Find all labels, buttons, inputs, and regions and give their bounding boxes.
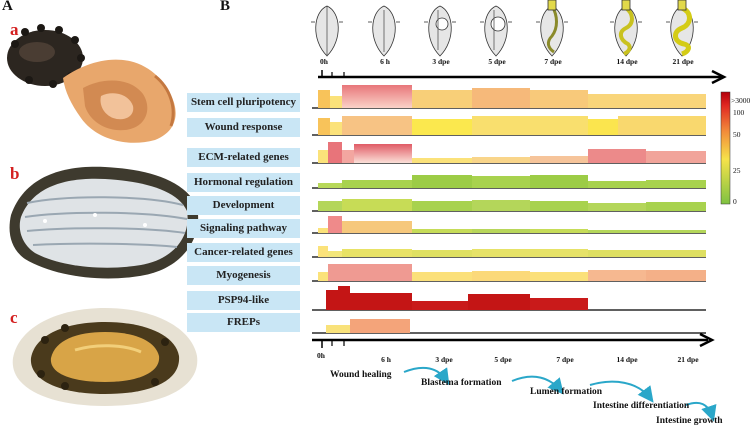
panel-label-a: A	[2, 0, 13, 14]
top-tick-21dpe: 21 dpe	[672, 57, 694, 66]
bars-stem-cell	[318, 85, 706, 108]
top-tick-5dpe: 5 dpe	[488, 57, 506, 66]
top-tick-3dpe: 3 dpe	[432, 57, 450, 66]
photo-label-c: c	[10, 308, 18, 327]
category-stem-cell-pluripotency: Stem cell pluripotency	[187, 93, 300, 112]
category-signaling-pathway: Signaling pathway	[187, 219, 300, 238]
sea-cucumber-photo-b	[9, 166, 199, 279]
photo-label-b: b	[10, 164, 20, 183]
panel-label-b: B	[220, 0, 231, 14]
bottom-tick-7dpe: 7 dpe	[556, 355, 574, 364]
bottom-timeline-axis	[312, 332, 715, 348]
bars-cancer	[318, 246, 706, 257]
bottom-tick-3dpe: 3 dpe	[435, 355, 453, 364]
legend-tick-50: 50	[733, 130, 741, 139]
bottom-tick-5dpe: 5 dpe	[494, 355, 512, 364]
stage-intestine-growth: Intestine growth	[656, 416, 723, 426]
bars-signaling	[318, 216, 706, 233]
stage-wound-healing: Wound healing	[330, 370, 392, 380]
category-myogenesis: Myogenesis	[187, 266, 300, 285]
top-tick-6h: 6 h	[380, 57, 390, 66]
stage-illustrations	[311, 0, 698, 57]
stage-lumen-formation: Lumen formation	[530, 387, 603, 397]
stage-blastema-formation: Blastema formation	[421, 378, 502, 388]
top-tick-14dpe: 14 dpe	[616, 57, 638, 66]
category-wound-response: Wound response	[187, 118, 300, 137]
legend-tick-max: >3000	[731, 96, 750, 105]
category-ecm-related-genes: ECM-related genes	[187, 148, 300, 167]
bars-myogenesis	[318, 264, 706, 281]
top-timeline-axis	[318, 69, 727, 85]
legend-tick-100: 100	[733, 108, 745, 117]
sea-cucumber-photo-c	[12, 308, 198, 406]
photo-label-a: a	[10, 20, 19, 39]
bars-hormonal	[318, 175, 706, 188]
bars-ecm	[318, 142, 706, 163]
bars-development	[318, 199, 706, 211]
bottom-tick-6h: 6 h	[381, 355, 391, 364]
legend-tick-25: 25	[733, 166, 741, 175]
legend-colorbar	[720, 91, 731, 205]
bottom-tick-14dpe: 14 dpe	[616, 355, 638, 364]
category-freps: FREPs	[187, 313, 300, 332]
stage-arrows	[403, 366, 717, 422]
category-cancer-related-genes: Cancer-related genes	[187, 243, 300, 262]
category-development: Development	[187, 196, 300, 215]
category-hormonal-regulation: Hormonal regulation	[187, 173, 300, 192]
legend-tick-0: 0	[733, 197, 737, 206]
top-tick-7dpe: 7 dpe	[544, 57, 562, 66]
sea-cucumber-photo-a	[7, 24, 176, 143]
bars-wound-response	[318, 116, 706, 135]
category-psp94-like: PSP94-like	[187, 291, 300, 310]
bottom-tick-21dpe: 21 dpe	[677, 355, 699, 364]
bottom-tick-0h: 0h	[317, 351, 325, 360]
bars-freps	[326, 319, 410, 333]
top-tick-0h: 0h	[320, 57, 328, 66]
bars-psp94	[326, 286, 588, 310]
stage-intestine-differentiation: Intestine differentiation	[593, 401, 690, 411]
